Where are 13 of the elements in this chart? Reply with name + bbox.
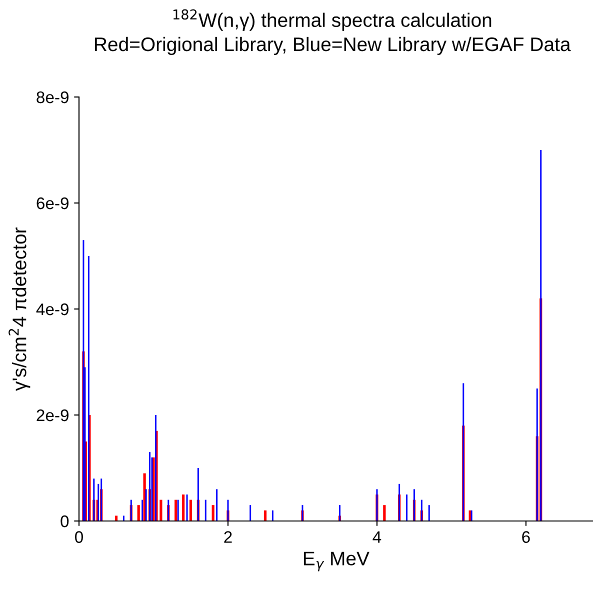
x-tick-label: 2 <box>224 531 232 543</box>
y-axis-title: γ's/cm$^{2}$4 πdetector <box>8 228 30 391</box>
x-tick-label: 6 <box>522 531 530 543</box>
y-tick-label: 4e-9 <box>36 303 68 316</box>
y-tick-label: 2e-9 <box>36 409 68 422</box>
y-tick-label: 6e-9 <box>36 197 68 210</box>
chart-subtitle: Red=Origional Library, Blue=New Library w/EGAF Data <box>95 36 571 56</box>
y-tick-label: 8e-9 <box>36 91 68 104</box>
x-tick-label: 4 <box>372 531 382 543</box>
x-axis-title: E$_{γ}$ MeV <box>304 552 370 572</box>
chart-title: $^{182}$W(n,γ) thermal spectra calculation <box>173 9 492 31</box>
x-tick-label: 0 <box>75 531 83 543</box>
y-tick-label: 0 <box>60 515 69 528</box>
